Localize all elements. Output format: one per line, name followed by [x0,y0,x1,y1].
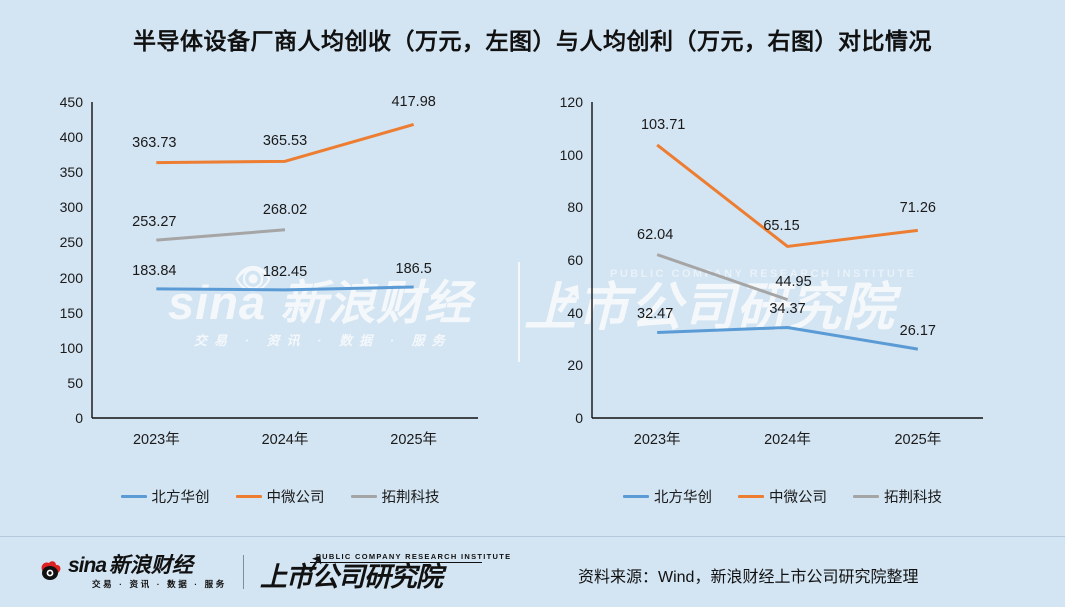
footer-logo: sina 新浪财经 交易 · 资讯 · 数据 · 服务 ➚ PUBLIC COM… [38,546,512,596]
sina-tagline: 交易 · 资讯 · 数据 · 服务 [92,579,227,590]
legend-label: 拓荆科技 [884,490,942,506]
legend-item[interactable]: 北方华创 [623,486,712,507]
series-line [656,253,788,302]
x-axis-tick-label: 2023年 [132,432,180,448]
plot-area-right: 0 20 40 60 80 100 120 2023年 2024年 2025年 32.47 34.37… [530,88,1035,463]
legend-swatch-icon [623,495,649,498]
y-axis-tick-label: 80 [567,199,583,216]
legend-label: 北方华创 [654,490,712,506]
legend-left: 北方华创 中微公司 拓荆科技 [30,486,530,507]
plot-svg [91,102,478,419]
y-axis-tick-label: 0 [75,410,83,426]
page-title: 半导体设备厂商人均创收（万元，左图）与人均创利（万元，右图）对比情况 [133,28,932,54]
logo-separator [242,555,244,589]
legend-swatch-icon [853,495,879,498]
legend-item[interactable]: 中微公司 [738,486,827,507]
data-value-label: 62.04 [637,226,674,243]
data-value-label: 253.27 [132,214,177,231]
legend-label: 拓荆科技 [381,490,440,506]
y-axis-tick-label: 450 [59,94,83,110]
legend-swatch-icon [350,495,377,498]
sina-cn: 新浪财经 [109,554,194,578]
pcri-en: PUBLIC COMPANY RESEARCH INSTITUTE [315,552,512,561]
watermark-divider [518,262,520,362]
plot-area-left: 0 50 100 150 200 250 300 350 400 450 2023年 2024年 202… [30,88,530,463]
series-line [657,325,919,351]
y-axis-tick-label: 40 [567,304,583,321]
y-axis-tick-label: 300 [59,199,83,216]
data-value-label: 186.5 [395,261,432,278]
y-axis-tick-label: 150 [59,304,83,321]
legend-item[interactable]: 拓荆科技 [350,486,440,507]
pcri-cn: 上市公司研究院 [259,562,443,592]
data-value-label: 417.98 [391,94,436,111]
series-line [156,228,286,242]
y-axis-tick-label: 100 [59,339,83,356]
y-axis-tick-label: 50 [67,374,83,391]
sina-logo-text: sina 新浪财经 交易 · 资讯 · 数据 · 服务 [68,555,227,589]
y-axis-tick-label: 0 [575,410,583,426]
y-axis-tick-label: 120 [559,94,583,110]
source-note: 资料来源：Wind，新浪财经上市公司研究院整理 [578,569,919,586]
legend-label: 北方华创 [151,490,210,506]
y-axis-tick-label: 20 [567,357,583,374]
legend-label: 中微公司 [266,490,325,506]
y-axis-tick-label: 60 [567,252,583,268]
x-axis-tick-label: 2023年 [633,432,681,448]
legend-item[interactable]: 北方华创 [120,486,210,507]
legend-item[interactable]: 中微公司 [235,486,325,507]
x-axis-tick-label: 2025年 [894,432,942,448]
data-value-label: 268.02 [262,201,308,218]
chart-left: 0 50 100 150 200 250 300 350 400 450 2023年 2024年 202… [30,88,530,528]
footer-divider [0,536,1065,537]
data-value-label: 182.45 [262,263,308,280]
y-axis-tick-label: 350 [59,164,83,181]
x-axis-tick-label: 2025年 [390,432,438,448]
y-axis-tick-label: 400 [59,129,83,146]
data-value-label: 363.73 [132,134,177,151]
sina-logo: sina 新浪财经 交易 · 资讯 · 数据 · 服务 [38,555,227,589]
data-value-label: 103.71 [640,116,686,133]
data-value-label: 26.17 [899,323,936,340]
pcri-rule [309,561,482,563]
data-value-label: 34.37 [769,301,806,318]
x-axis-tick-label: 2024年 [764,432,811,448]
sina-eye-icon [38,560,64,584]
data-value-label: 71.26 [899,200,936,217]
plot-svg [591,102,983,419]
data-value-label: 183.84 [132,262,177,279]
data-value-label: 365.53 [262,133,308,150]
legend-item[interactable]: 拓荆科技 [853,486,942,507]
data-value-label: 32.47 [637,306,674,323]
y-axis-tick-label: 100 [559,146,583,163]
data-value-label: 44.95 [775,273,812,290]
data-value-label: 65.15 [763,218,800,235]
x-axis-tick-label: 2024年 [261,432,309,448]
legend-label: 中微公司 [769,490,827,506]
y-axis-tick-label: 250 [59,234,83,251]
series-line [156,285,414,292]
chart-right: 0 20 40 60 80 100 120 2023年 2024年 2025年 32.47 34.37… [530,88,1035,528]
series-line [156,123,415,165]
pcri-logo: ➚ PUBLIC COMPANY RESEARCH INSTITUTE 上市公司… [259,546,512,592]
legend-swatch-icon [738,495,764,498]
series-line [656,143,919,248]
sina-latin: sina [68,554,107,578]
legend-swatch-icon [235,495,262,498]
y-axis-tick-label: 200 [59,269,83,286]
legend-swatch-icon [120,495,147,498]
legend-right: 北方华创 中微公司 拓荆科技 [530,486,1035,507]
